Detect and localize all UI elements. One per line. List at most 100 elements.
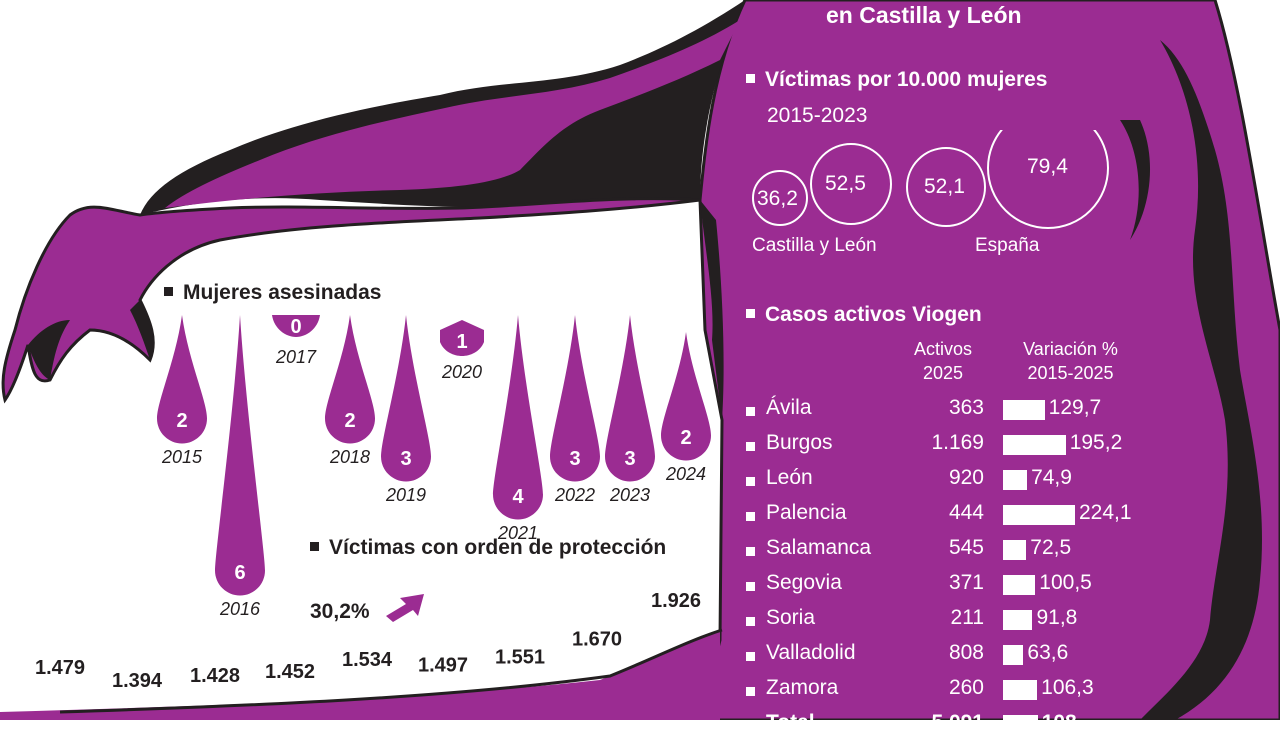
viogen-variacion-bar (1003, 435, 1066, 455)
drop-value-label: 0 (290, 316, 301, 338)
drop-year-label: 2023 (609, 485, 650, 505)
victimas-10000-period: 2015-2023 (767, 104, 868, 127)
viogen-row-variacion: 91,8 (1036, 606, 1078, 629)
drop-year-label: 2018 (329, 447, 370, 467)
drop-value-label: 3 (569, 448, 580, 470)
drop-mark: 2 2024 (661, 332, 711, 484)
torso-shadow (1140, 40, 1262, 720)
viogen-variacion-bar (1003, 505, 1075, 525)
bullet-square-icon (164, 287, 173, 296)
circle-esp-2015 (906, 147, 986, 227)
finger-shadow-2 (130, 300, 154, 360)
proteccion-value-label: 1.497 (418, 654, 468, 676)
drop-value-label: 3 (400, 448, 411, 470)
drop-year-label: 2022 (554, 485, 595, 505)
bullet-square-icon (746, 309, 755, 318)
viogen-row-name: Valladolid (766, 641, 856, 664)
hip-outline (59, 628, 723, 714)
drop-value-label: 6 (234, 562, 245, 584)
drop-shape (661, 332, 711, 461)
drop-year-label: 2024 (665, 464, 706, 484)
row-bullet-icon (746, 582, 755, 591)
viogen-row-name: León (766, 466, 813, 489)
proteccion-value-label: 1.394 (112, 670, 163, 692)
col-activos-header: Activos 2025 (913, 339, 973, 383)
circle-value: 52,5 (825, 172, 866, 195)
circle-cyl-2023 (810, 143, 892, 225)
drop-value-label: 2 (680, 427, 691, 449)
drop-year-label: 2017 (275, 347, 317, 367)
drop-shape (440, 320, 484, 356)
row-bullet-icon (746, 547, 755, 556)
asesinadas-title: Mujeres asesinadas (164, 281, 381, 305)
row-bullet-icon (746, 407, 755, 416)
drop-shape (325, 315, 375, 444)
viogen-row-name: Total (766, 711, 815, 734)
drop-value-label: 4 (512, 486, 524, 508)
header-title: en Castilla y León (826, 2, 1022, 28)
circle-value: 52,1 (924, 175, 965, 198)
drop-mark: 2 2018 (325, 315, 375, 467)
col-variacion-header: Variación % 2015-2025 (1023, 339, 1118, 383)
forearm (1, 197, 701, 404)
viogen-row-name: Palencia (766, 501, 847, 524)
drop-mark: 3 2019 (381, 315, 431, 505)
drop-shape (550, 315, 600, 482)
circle-group-label: Castilla y León (752, 235, 877, 256)
circle-value: 79,4 (1027, 155, 1068, 178)
hip-shape (0, 630, 720, 720)
viogen-title: Casos activos Viogen (746, 303, 982, 327)
drop-shape (215, 315, 265, 596)
viogen-row-variacion: 224,1 (1079, 501, 1132, 524)
viogen-row-variacion: 195,2 (1069, 431, 1123, 454)
viogen-row-variacion: 129,7 (1048, 396, 1102, 419)
drop-mark: 4 2021 (493, 315, 543, 543)
circle-cyl-2015 (752, 170, 808, 226)
row-bullet-icon (746, 512, 755, 521)
upper-arm-highlight (165, 20, 740, 208)
drop-value-label: 1 (456, 331, 467, 353)
viogen-variacion-bar (1003, 645, 1024, 665)
row-bullet-icon (746, 617, 755, 626)
viogen-row-activos: 1.169 (931, 431, 984, 454)
drop-shape (605, 315, 655, 482)
circle-esp-2023 (987, 130, 1109, 229)
drop-mark: 3 2023 (605, 315, 655, 505)
bullet-square-icon (746, 74, 755, 83)
drop-year-label: 2016 (219, 599, 261, 619)
drop-year-label: 2020 (441, 362, 482, 382)
row-bullet-icon (746, 652, 755, 661)
viogen-row-name: Burgos (766, 431, 833, 454)
viogen-row-activos: 920 (948, 466, 984, 489)
viogen-row-variacion: 74,9 (1031, 466, 1072, 489)
drop-year-label: 2015 (161, 447, 203, 467)
proteccion-value-label: 1.926 (651, 590, 701, 612)
drop-shape (493, 315, 543, 520)
proteccion-value-label: 1.479 (35, 657, 85, 679)
bullet-square-icon (310, 542, 319, 551)
drop-mark: 0 2017 (272, 315, 320, 367)
proteccion-value-label: 1.670 (572, 629, 622, 651)
viogen-variacion-bar (1003, 400, 1045, 420)
viogen-row-name: Salamanca (766, 536, 872, 559)
row-bullet-icon (746, 477, 755, 486)
viogen-row-variacion: 106,3 (1041, 676, 1094, 699)
proteccion-value-label: 1.551 (495, 646, 545, 668)
proteccion-title: Víctimas con orden de protección (310, 536, 666, 560)
drop-shape (272, 315, 320, 337)
drop-mark: 2 2015 (157, 315, 207, 467)
viogen-row-activos: 545 (948, 536, 984, 559)
trend-arrow-icon (386, 594, 424, 622)
viogen-row-activos: 5.091 (931, 711, 984, 734)
viogen-row-name: Zamora (766, 676, 839, 699)
viogen-row-variacion: 108 (1041, 711, 1077, 734)
asesinadas-drops: 2 2015 6 2016 0 2017 2 2018 3 2019 1 2020 4 2021 3 2022… (157, 315, 711, 619)
drop-shape (157, 315, 207, 444)
viogen-row-activos: 260 (948, 676, 984, 699)
drop-year-label: 2021 (497, 523, 538, 543)
viogen-row-activos: 211 (950, 606, 984, 629)
viogen-row-name: Segovia (766, 571, 842, 594)
row-bullet-icon (746, 687, 755, 696)
drop-mark: 3 2022 (550, 315, 600, 505)
proteccion-value-label: 1.428 (190, 665, 240, 687)
